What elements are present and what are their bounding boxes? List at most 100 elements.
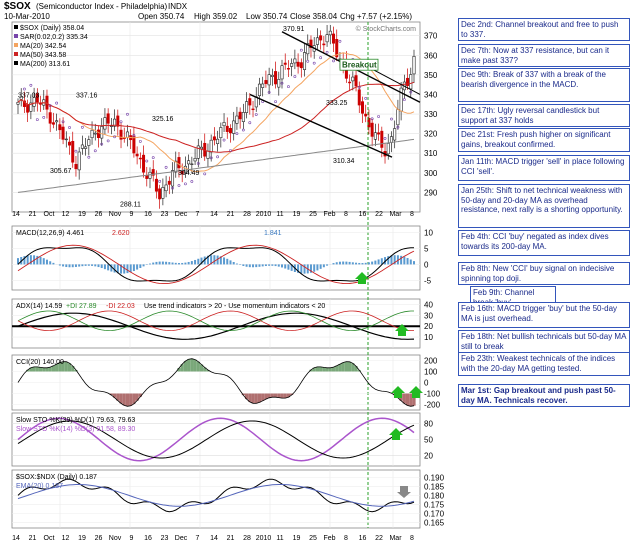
sar-dot [184, 182, 187, 186]
candle-body [389, 136, 393, 143]
candle-body [51, 122, 55, 125]
sar-dot [35, 118, 39, 122]
sar-dot [29, 83, 33, 87]
cci-fill-bar [132, 393, 136, 404]
x-axis-label-bottom: 26 [95, 535, 103, 542]
legend-swatch [14, 52, 18, 56]
sar-dot [383, 137, 387, 140]
macd-histogram-bar [226, 258, 229, 265]
candle-body [109, 125, 113, 127]
sar-dot [241, 128, 245, 132]
cci-fill-bar [125, 393, 130, 407]
cci-fill-bar [338, 364, 342, 372]
candle-body [386, 143, 390, 155]
cci-fill-bar [122, 393, 126, 406]
macd-histogram-bar [116, 264, 119, 274]
x-axis-label-bottom: 7 [196, 535, 200, 542]
legend-swatch [14, 25, 18, 29]
sar-dot [145, 159, 149, 163]
cci-fill-bar [29, 367, 33, 372]
cci-fill-bar [190, 358, 194, 372]
macd-histogram-bar [152, 262, 155, 265]
ratio-ema-line [17, 484, 415, 507]
cci-fill-bar [177, 368, 181, 372]
sar-dot [87, 155, 91, 159]
macd-histogram-bar [110, 264, 113, 272]
macd-histogram-bar [277, 264, 280, 267]
macd-histogram-bar [136, 264, 139, 270]
sar-dot [396, 125, 400, 129]
macd-histogram-bar [290, 264, 293, 271]
candle-body [96, 129, 100, 139]
candle-body [306, 43, 310, 55]
candle-body [290, 63, 294, 67]
grey-arrow [397, 486, 411, 498]
candle-body [270, 74, 274, 77]
sar-dot [364, 97, 368, 100]
cci-fill-bar [112, 393, 117, 398]
macd-histogram-bar [261, 264, 264, 267]
candle-body [348, 81, 352, 84]
x-axis-label-mid: Nov [109, 211, 122, 218]
candle-body [364, 113, 368, 117]
adx-legend: ADX(14) 14.59 [16, 303, 62, 310]
macd-tick-label: 0 [424, 260, 429, 269]
macd-histogram-bar [142, 264, 145, 267]
macd-histogram-bar [284, 264, 287, 269]
cci-fill-bar [331, 367, 336, 372]
macd-histogram-bar [409, 259, 412, 265]
cci-fill-bar [32, 366, 36, 372]
sar-dot [119, 120, 123, 124]
candle-body [174, 160, 178, 173]
sar-dot [42, 116, 46, 119]
candle-body [135, 153, 139, 157]
x-axis-label-mid: Mar [389, 211, 402, 218]
candle-body [22, 100, 26, 107]
macd-histogram-bar [390, 255, 393, 265]
candle-body [296, 61, 300, 67]
sar-dot [171, 186, 174, 190]
candle-body [84, 146, 88, 149]
candle-body [245, 101, 249, 113]
cci-fill-bar [61, 361, 65, 372]
candle-body [409, 74, 413, 90]
sar-dot [287, 85, 290, 89]
cci-fill-bar [67, 363, 72, 372]
cci-fill-bar [251, 393, 255, 404]
green-arrow [409, 386, 423, 398]
macd-histogram-bar [100, 264, 103, 269]
macd-histogram-bar [351, 262, 354, 265]
price-tick-label: 350 [424, 71, 438, 80]
breakout-line [371, 68, 421, 95]
sto-legend: Slow STO %K(39) %D(1) 79.63, 79.63 [16, 417, 135, 424]
sar-dot [222, 138, 226, 142]
candle-body [283, 62, 287, 65]
low-value: Low 350.74 [246, 12, 288, 21]
sar-dot [100, 142, 104, 146]
macd-histogram-bar [268, 264, 271, 266]
sto-tick-label: 20 [424, 451, 433, 460]
candle-body [309, 39, 313, 48]
x-axis-label-mid: 25 [309, 211, 317, 218]
support-line [249, 93, 393, 158]
watermark-text: © StockCharts.com [356, 25, 417, 33]
cci-tick-label: 100 [424, 368, 438, 377]
legend-entry: $SOX (Daily) 358.04 [20, 25, 84, 32]
x-axis-label-bottom: 8 [410, 535, 414, 542]
macd-histogram-bar [91, 264, 94, 266]
macd-histogram-bar [155, 261, 158, 265]
macd-histogram-bar [235, 263, 238, 265]
sto-slow-line [17, 420, 415, 459]
x-axis-label-bottom: 16 [144, 535, 152, 542]
price-tick-label: 330 [424, 110, 438, 119]
cci-fill-bar [312, 367, 316, 372]
annotation-note: Feb 4th: CCI 'buy' negated as index dive… [458, 230, 630, 256]
x-axis-label-mid: 19 [293, 211, 301, 218]
x-axis-label-mid: 11 [276, 211, 283, 218]
adx-legend: +DI 27.89 [66, 303, 97, 310]
candle-body [299, 62, 303, 69]
macd-histogram-bar [26, 255, 29, 265]
macd-histogram-bar [403, 256, 406, 265]
adx-legend: Use trend indicators > 20 - Use momentum… [144, 303, 325, 310]
